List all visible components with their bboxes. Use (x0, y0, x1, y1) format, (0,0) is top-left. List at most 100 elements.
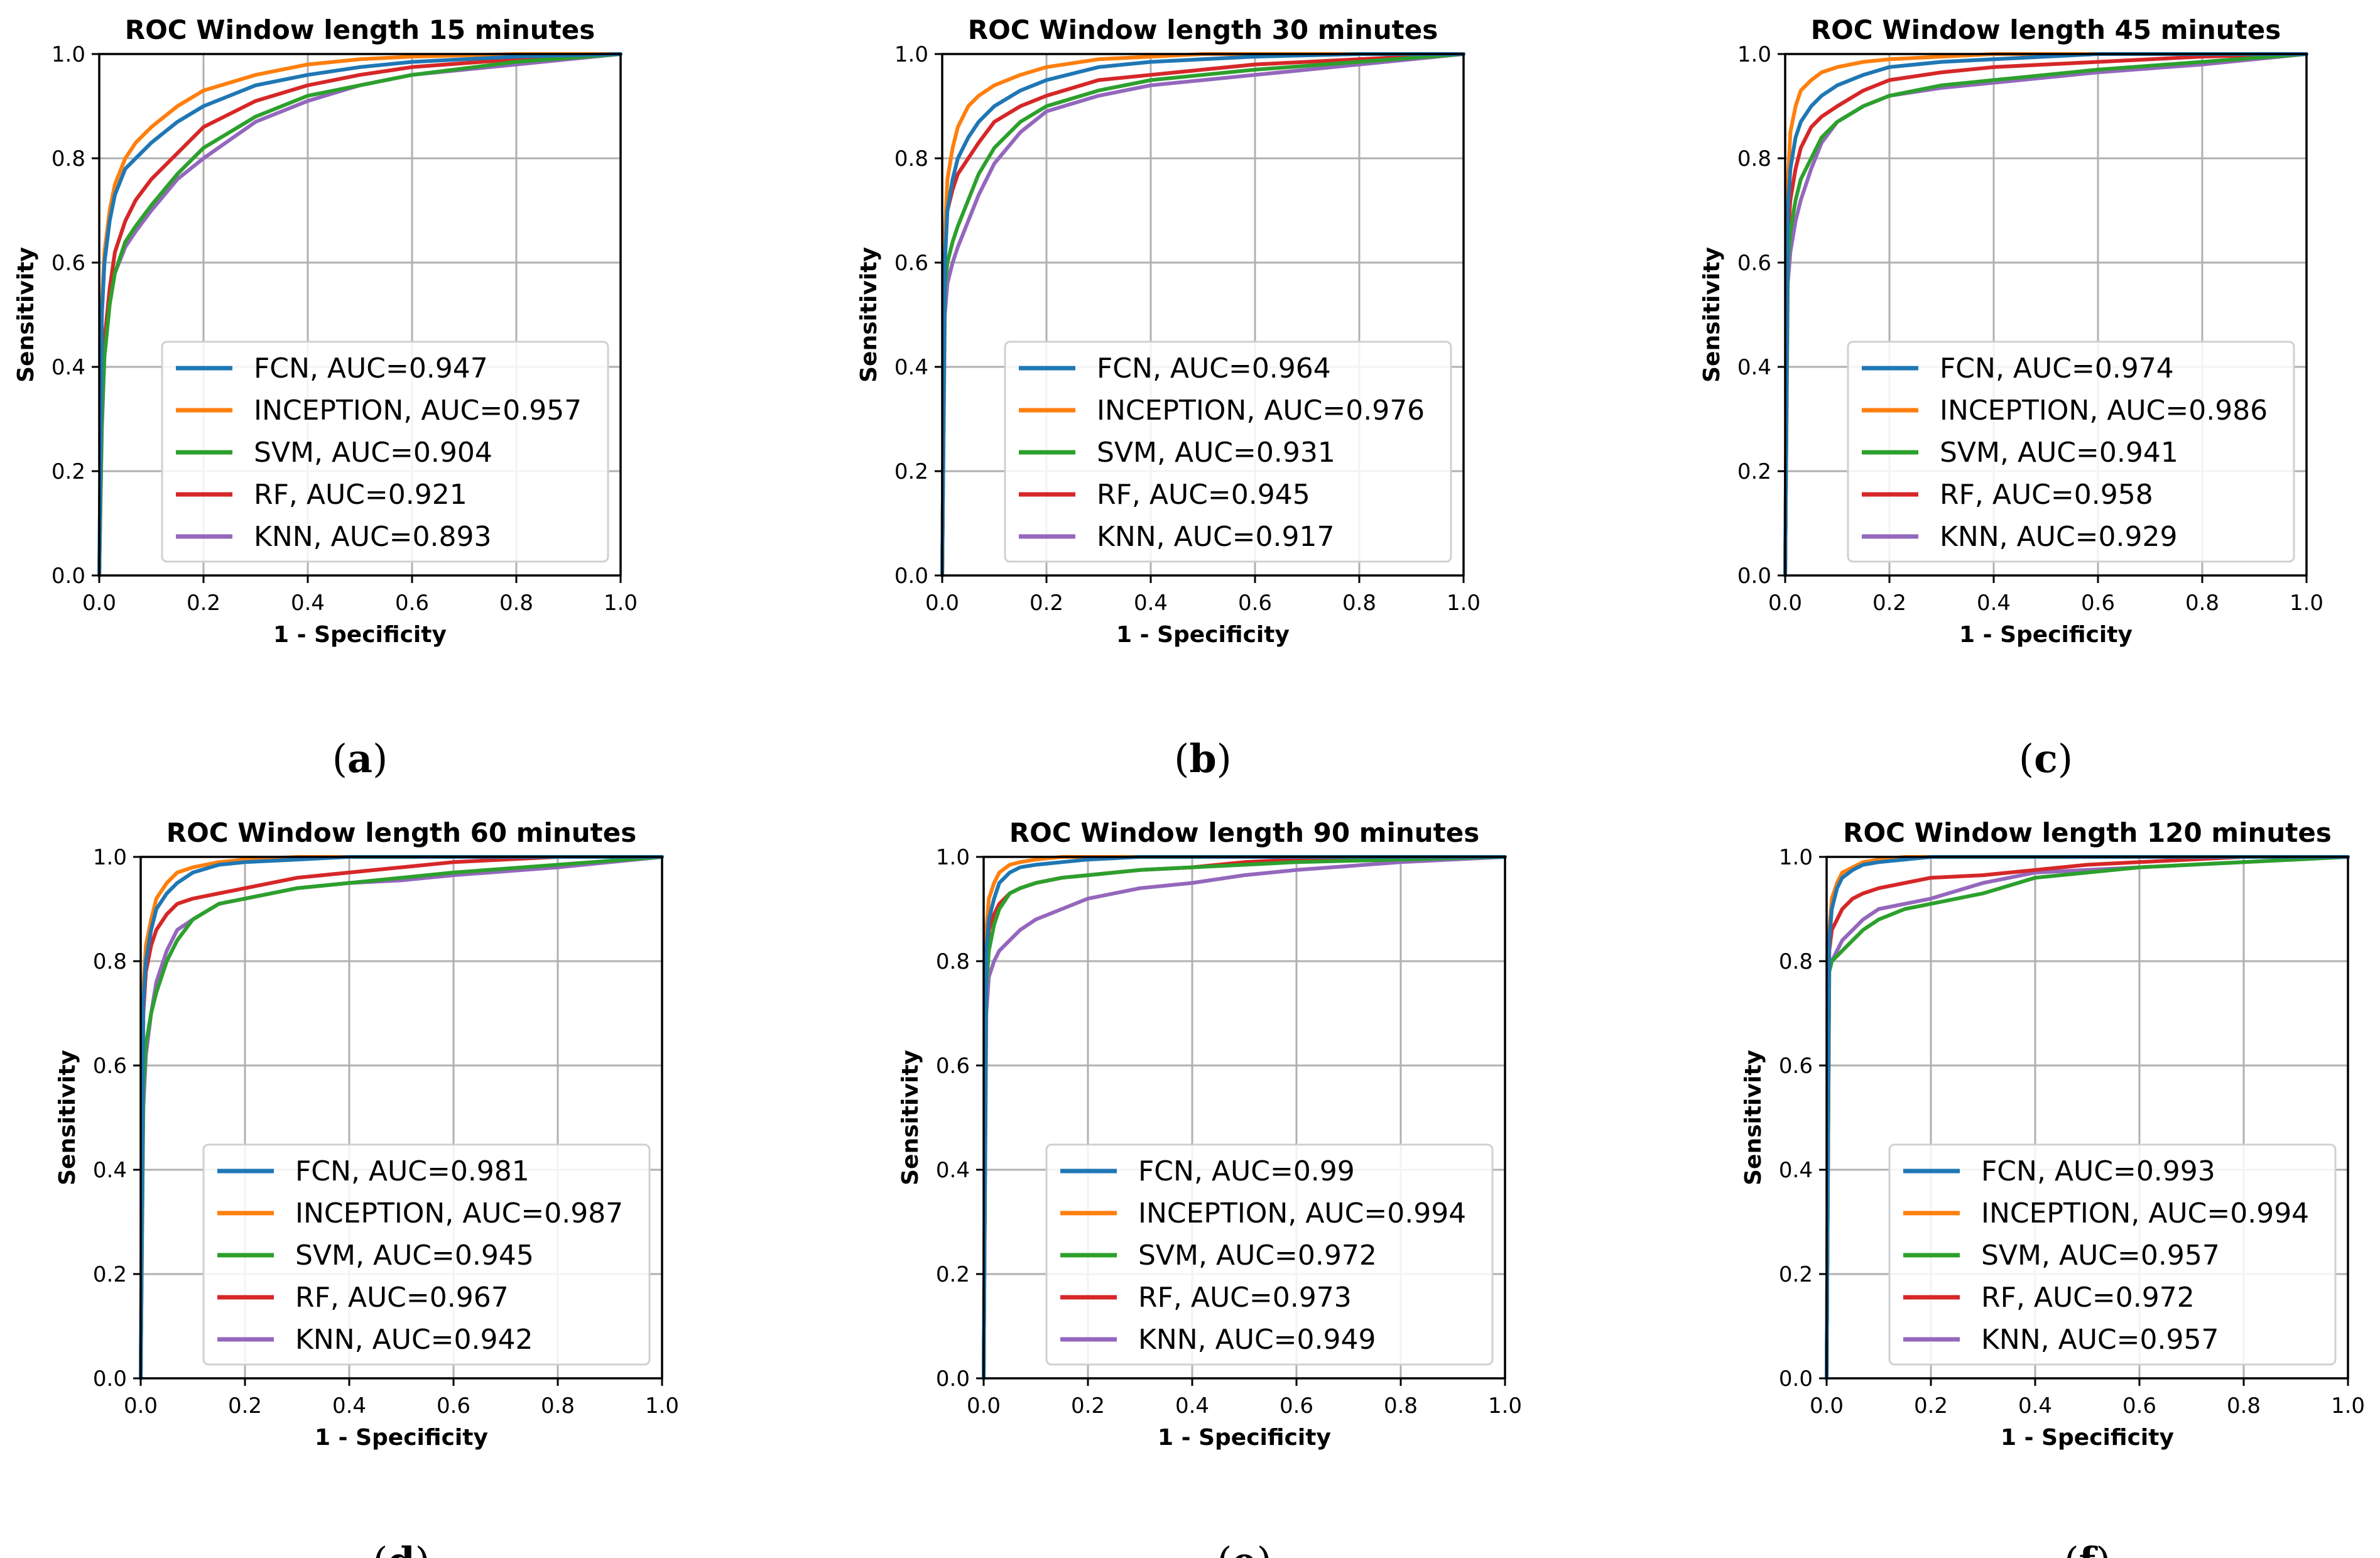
y-tick-label: 0.0 (52, 564, 85, 589)
caption-paren: ( (372, 1539, 388, 1558)
y-tick-label: 0.8 (1737, 146, 1771, 172)
caption-paren: ( (1217, 1539, 1232, 1558)
y-tick-label: 0.2 (1737, 459, 1771, 484)
chart-title: ROC Window length 60 minutes (166, 817, 637, 848)
panel-caption: (e) (1217, 1539, 1272, 1558)
plot-frame (982, 856, 1506, 1380)
legend-item-rf: RF, AUC=0.972 (1903, 1282, 2195, 1314)
caption-paren: ) (372, 736, 388, 782)
legend-label: SVM, AUC=0.904 (254, 437, 492, 469)
legend: FCN, AUC=0.993 INCEPTION, AUC=0.994 SVM, A… (1888, 1143, 2337, 1366)
caption-paren: ( (1174, 736, 1189, 782)
legend-label: KNN, AUC=0.957 (1981, 1324, 2219, 1356)
x-tick-label: 0.0 (124, 1393, 158, 1419)
legend-item-knn: KNN, AUC=0.957 (1903, 1324, 2219, 1356)
x-tick-label: 0.4 (1175, 1393, 1209, 1419)
y-tick-label: 0.0 (936, 1366, 970, 1392)
legend-item-knn: KNN, AUC=0.917 (1019, 521, 1335, 553)
legend-item-inception: INCEPTION, AUC=0.994 (1903, 1197, 2309, 1229)
x-tick-label: 0.8 (541, 1393, 575, 1419)
y-tick-label: 1.0 (1737, 42, 1771, 67)
legend-label: INCEPTION, AUC=0.976 (1097, 395, 1425, 427)
legend-item-rf: RF, AUC=0.958 (1862, 479, 2153, 511)
legend-item-inception: INCEPTION, AUC=0.987 (217, 1197, 623, 1229)
legend-item-inception: INCEPTION, AUC=0.976 (1019, 395, 1425, 427)
x-tick-label: 1.0 (2331, 1393, 2365, 1419)
series-line-svm (1783, 52, 2308, 577)
legend-item-knn: KNN, AUC=0.929 (1862, 521, 2178, 553)
caption-paren: ( (332, 736, 347, 782)
x-tick-label: 0.6 (1238, 591, 1272, 616)
panel-caption: (f) (2063, 1539, 2111, 1558)
y-tick-label: 1.0 (1779, 845, 1813, 870)
roc-chart-d: 0.0 0.2 0.4 0.6 0.8 1.0 0.0 0.2 0.4 0.6 0.8 1.0 ROC … (55, 817, 679, 1558)
legend-box (1888, 1143, 2337, 1366)
x-tick-label: 0.2 (228, 1393, 262, 1419)
roc-chart-c: 0.0 0.2 0.4 0.6 0.8 1.0 0.0 0.2 0.4 0.6 0.8 1.0 ROC … (1699, 14, 2323, 782)
legend-label: INCEPTION, AUC=0.957 (254, 395, 582, 427)
x-tick-label: 0.8 (2185, 591, 2219, 616)
legend-label: FCN, AUC=0.99 (1138, 1155, 1355, 1187)
caption-letter: d (388, 1539, 415, 1558)
caption-paren: ) (2095, 1539, 2111, 1558)
y-tick-label: 0.0 (894, 564, 928, 589)
x-tick-label: 0.0 (967, 1393, 1001, 1419)
legend-label: SVM, AUC=0.945 (295, 1239, 534, 1272)
x-tick-label: 0.4 (291, 591, 325, 616)
x-axis-label: 1 - Specificity (1116, 622, 1290, 648)
legend: FCN, AUC=0.964 INCEPTION, AUC=0.976 SVM, A… (1004, 340, 1452, 563)
legend-label: KNN, AUC=0.893 (254, 521, 492, 553)
legend-label: KNN, AUC=0.949 (1138, 1324, 1376, 1356)
x-axis-label: 1 - Specificity (315, 1425, 488, 1451)
legend-item-fcn: FCN, AUC=0.993 (1903, 1155, 2215, 1187)
x-tick-label: 0.8 (499, 591, 533, 616)
y-tick-label: 0.6 (894, 251, 928, 276)
caption-letter: a (347, 736, 372, 782)
series-line-fcn (1783, 52, 2308, 577)
y-tick-label: 1.0 (93, 845, 127, 870)
x-tick-label: 0.6 (437, 1393, 470, 1419)
chart-title: ROC Window length 15 minutes (125, 14, 595, 45)
legend-box (1045, 1143, 1494, 1366)
legend-item-rf: RF, AUC=0.921 (176, 479, 467, 511)
x-tick-label: 0.2 (187, 591, 220, 616)
legend-label: RF, AUC=0.973 (1138, 1282, 1352, 1314)
x-tick-label: 0.2 (1030, 591, 1063, 616)
legend-label: INCEPTION, AUC=0.986 (1940, 395, 2268, 427)
caption-paren: ( (2019, 736, 2034, 782)
legend-item-fcn: FCN, AUC=0.974 (1862, 352, 2174, 384)
panel-caption: (d) (372, 1539, 430, 1558)
legend-label: FCN, AUC=0.993 (1981, 1155, 2215, 1187)
y-tick-label: 1.0 (936, 845, 970, 870)
caption-paren: ) (2058, 736, 2073, 782)
plot-frame (98, 53, 622, 577)
series-line-svm (982, 855, 1507, 1380)
legend: FCN, AUC=0.99 INCEPTION, AUC=0.994 SVM, AU… (1045, 1143, 1494, 1366)
roc-chart-e: 0.0 0.2 0.4 0.6 0.8 1.0 0.0 0.2 0.4 0.6 0.8 1.0 ROC … (898, 817, 1522, 1558)
legend-item-svm: SVM, AUC=0.945 (217, 1239, 534, 1272)
y-tick-label: 0.8 (93, 949, 127, 974)
legend-item-inception: INCEPTION, AUC=0.986 (1862, 395, 2268, 427)
chart-title: ROC Window length 45 minutes (1811, 14, 2281, 45)
x-tick-label: 0.2 (1914, 1393, 1948, 1419)
y-tick-label: 0.4 (1737, 355, 1771, 380)
x-tick-label: 0.0 (1768, 591, 1802, 616)
legend-label: KNN, AUC=0.917 (1097, 521, 1335, 553)
legend-label: KNN, AUC=0.929 (1940, 521, 2178, 553)
x-tick-label: 0.2 (1071, 1393, 1105, 1419)
x-tick-label: 1.0 (1447, 591, 1481, 616)
plot-frame (1825, 856, 2349, 1380)
x-tick-label: 1.0 (2290, 591, 2323, 616)
legend-label: SVM, AUC=0.931 (1097, 437, 1335, 469)
legend-label: INCEPTION, AUC=0.994 (1981, 1197, 2309, 1229)
x-tick-label: 1.0 (1488, 1393, 1522, 1419)
x-tick-label: 0.4 (332, 1393, 366, 1419)
legend-item-svm: SVM, AUC=0.941 (1862, 437, 2178, 469)
legend-item-svm: SVM, AUC=0.972 (1060, 1239, 1377, 1272)
x-axis-label: 1 - Specificity (1959, 622, 2133, 648)
series-line-rf (139, 855, 664, 1380)
roc-chart-b: 0.0 0.2 0.4 0.6 0.8 1.0 0.0 0.2 0.4 0.6 0.8 1.0 ROC … (856, 14, 1481, 782)
legend-item-svm: SVM, AUC=0.957 (1903, 1239, 2220, 1272)
legend: FCN, AUC=0.947 INCEPTION, AUC=0.957 SVM, A… (161, 340, 609, 563)
legend-item-svm: SVM, AUC=0.931 (1019, 437, 1335, 469)
